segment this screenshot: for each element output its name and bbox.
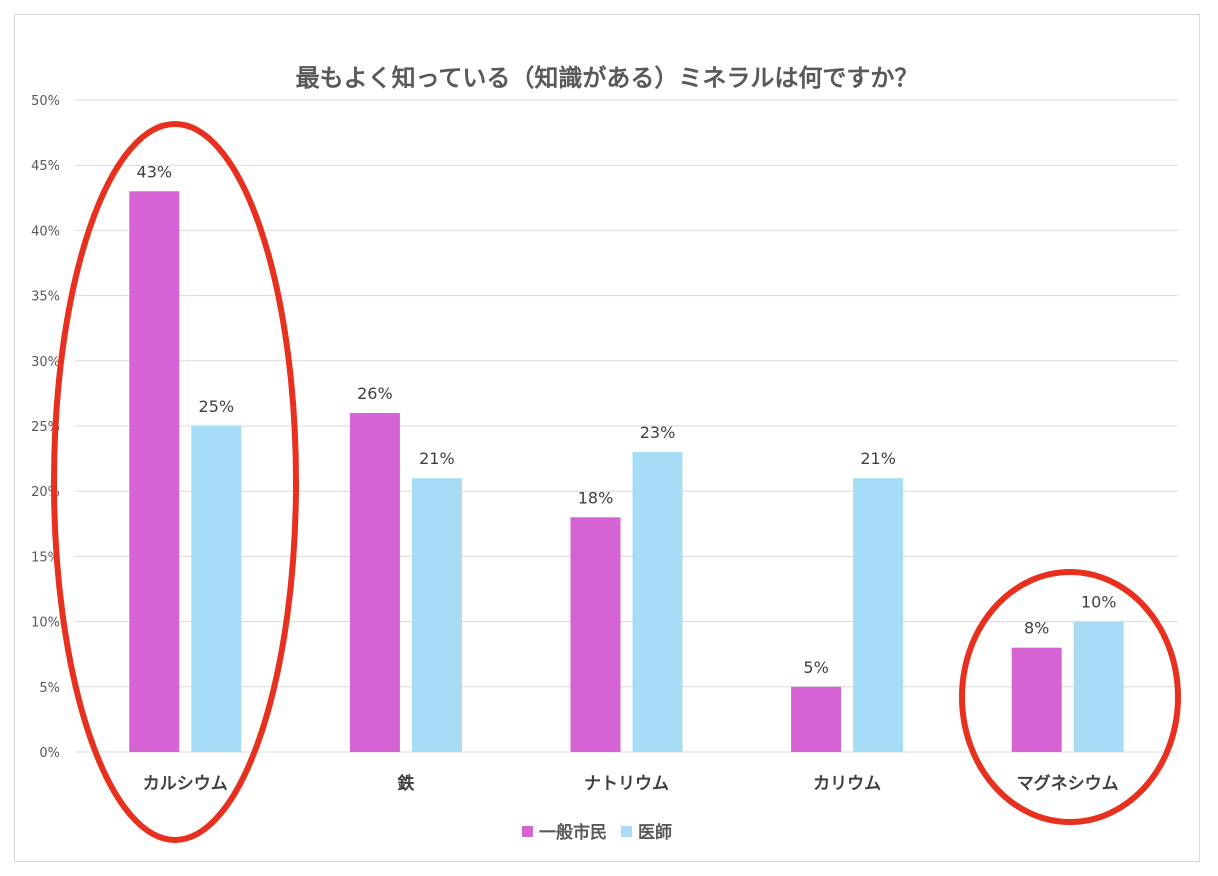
legend-swatch xyxy=(522,826,533,837)
highlight-ellipse-calcium xyxy=(51,121,299,843)
data-label: 8% xyxy=(1024,619,1049,638)
data-label: 21% xyxy=(860,449,896,468)
x-category-label: 鉄 xyxy=(397,773,414,794)
x-category-label: マグネシウム xyxy=(1017,773,1119,794)
y-tick-label: 50% xyxy=(31,94,60,109)
legend-label: 一般市民 xyxy=(539,822,607,843)
y-tick-label: 30% xyxy=(31,355,60,370)
data-label: 26% xyxy=(357,384,393,403)
y-tick-label: 40% xyxy=(31,224,60,239)
chart-title: 最もよく知っている（知識がある）ミネラルは何ですか？ xyxy=(296,64,919,92)
data-label: 18% xyxy=(578,488,614,507)
bar-doctor xyxy=(632,452,683,752)
bar-doctor xyxy=(191,426,242,752)
data-label: 21% xyxy=(419,449,455,468)
x-category-label: カリウム xyxy=(813,774,881,794)
y-tick-label: 5% xyxy=(39,681,60,696)
data-label: 5% xyxy=(803,658,828,677)
bar-public xyxy=(349,412,400,752)
y-tick-label: 45% xyxy=(31,159,60,174)
data-label: 43% xyxy=(137,162,173,181)
bar-doctor xyxy=(853,478,904,752)
x-category-label: ナトリウム xyxy=(584,774,669,794)
highlight-ellipse-magnesium xyxy=(959,569,1181,825)
bar-public xyxy=(1011,647,1062,752)
y-tick-label: 10% xyxy=(31,616,60,631)
y-tick-label: 0% xyxy=(39,746,60,761)
legend-swatch xyxy=(621,826,632,837)
data-label: 23% xyxy=(640,423,676,442)
bar-public xyxy=(570,517,621,752)
bar-doctor xyxy=(1073,621,1124,752)
data-label: 25% xyxy=(199,397,235,416)
y-tick-label: 35% xyxy=(31,290,60,305)
bar-public xyxy=(791,686,842,752)
chart-frame xyxy=(14,14,1200,862)
bar-public xyxy=(129,191,180,752)
data-label: 10% xyxy=(1081,593,1117,612)
y-tick-label: 15% xyxy=(31,550,60,565)
legend-label: 医師 xyxy=(638,822,672,843)
bar-doctor xyxy=(411,478,462,752)
x-category-label: カルシウム xyxy=(143,774,228,794)
